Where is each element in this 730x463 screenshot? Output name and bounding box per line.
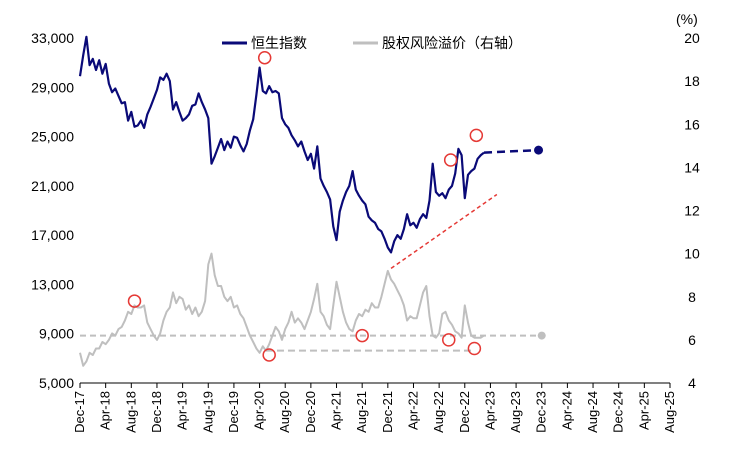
x-tick-label: Aug-18: [123, 391, 138, 433]
legend: 恒生指数 股权风险溢价（右轴）: [222, 35, 522, 51]
erp-highlight-circle: [355, 328, 369, 343]
legend-label-erp: 股权风险溢价（右轴）: [382, 35, 522, 51]
x-tick-label: Aug-20: [277, 391, 292, 433]
hsi-series-line: [78, 35, 485, 254]
x-tick-label: Aug-23: [508, 391, 523, 433]
x-tick-label: Apr-20: [252, 391, 267, 430]
x-tick-label: Aug-25: [662, 391, 677, 433]
y-left-tick-label: 29,000: [31, 79, 74, 95]
y-left-tick-label: 17,000: [31, 227, 74, 243]
right-axis-unit-label: (%): [676, 11, 698, 27]
hsi-highlight-circle: [443, 153, 458, 167]
x-tick-label: Dec-23: [534, 391, 549, 433]
y-right-tick-label: 12: [684, 203, 700, 219]
x-tick-label: Aug-21: [354, 391, 369, 433]
y-left-tick-label: 33,000: [31, 30, 74, 46]
y-right-tick-label: 16: [684, 116, 700, 132]
y-left-axis-ticks: 5,000 9,000 13,000 17,000 21,000 25,000 29,000…: [31, 30, 74, 391]
erp-highlight-circle: [127, 294, 142, 308]
hsi-support-trendline: [390, 193, 498, 270]
erp-highlight-circle: [262, 348, 276, 362]
hsi-projection-dot: [534, 145, 544, 155]
x-tick-label: Dec-21: [380, 391, 395, 433]
x-tick-label: Apr-23: [482, 391, 497, 430]
y-right-tick-label: 14: [684, 159, 700, 175]
y-right-tick-label: 18: [684, 73, 700, 89]
y-left-tick-label: 21,000: [31, 178, 74, 194]
chart-highlights: [127, 50, 544, 362]
x-tick-label: Dec-22: [457, 391, 472, 433]
x-tick-label: Apr-18: [98, 391, 113, 430]
x-tick-label: Dec-19: [226, 391, 241, 433]
chart-series: [78, 35, 485, 367]
x-tick-label: Aug-22: [431, 391, 446, 433]
x-tick-label: Dec-24: [611, 391, 626, 433]
y-right-tick-label: 6: [688, 332, 696, 348]
x-tick-label: Aug-19: [200, 391, 215, 433]
x-tick-label: Aug-24: [585, 391, 600, 433]
y-right-tick-label: 8: [688, 289, 696, 305]
erp-highlight-circle: [442, 333, 456, 347]
y-right-tick-label: 4: [688, 375, 696, 391]
y-right-tick-label: 10: [684, 246, 700, 262]
x-axis-ticks: Dec-17 Apr-18 Aug-18 Dec-18 Apr-19 Aug-19 Dec-…: [72, 383, 677, 433]
x-tick-label: Apr-24: [559, 391, 574, 430]
chart-annotations: [80, 331, 546, 352]
x-tick-label: Dec-17: [72, 391, 87, 433]
y-left-tick-label: 13,000: [31, 276, 74, 292]
y-right-axis-ticks: 4 6 8 10 12 14 16 18 20: [684, 30, 700, 391]
hsi-highlight-circle: [469, 128, 484, 143]
y-left-tick-label: 25,000: [31, 129, 74, 145]
legend-label-hsi: 恒生指数: [251, 35, 307, 51]
x-tick-label: Apr-19: [175, 391, 190, 430]
erp-highlight-circle: [467, 341, 482, 356]
erp-series-line: [79, 252, 485, 367]
x-tick-label: Apr-21: [329, 391, 344, 430]
y-left-tick-label: 5,000: [39, 375, 74, 391]
y-left-tick-label: 9,000: [39, 326, 74, 342]
hsi-projection-line: [483, 148, 539, 154]
erp-current-level-dot: [537, 331, 546, 340]
x-tick-label: Apr-22: [405, 391, 420, 430]
y-right-tick-label: 20: [684, 30, 700, 46]
x-tick-label: Dec-20: [303, 391, 318, 433]
x-tick-label: Dec-18: [149, 391, 164, 433]
x-tick-label: Apr-25: [636, 391, 651, 430]
hsi-highlight-circle: [257, 50, 272, 65]
